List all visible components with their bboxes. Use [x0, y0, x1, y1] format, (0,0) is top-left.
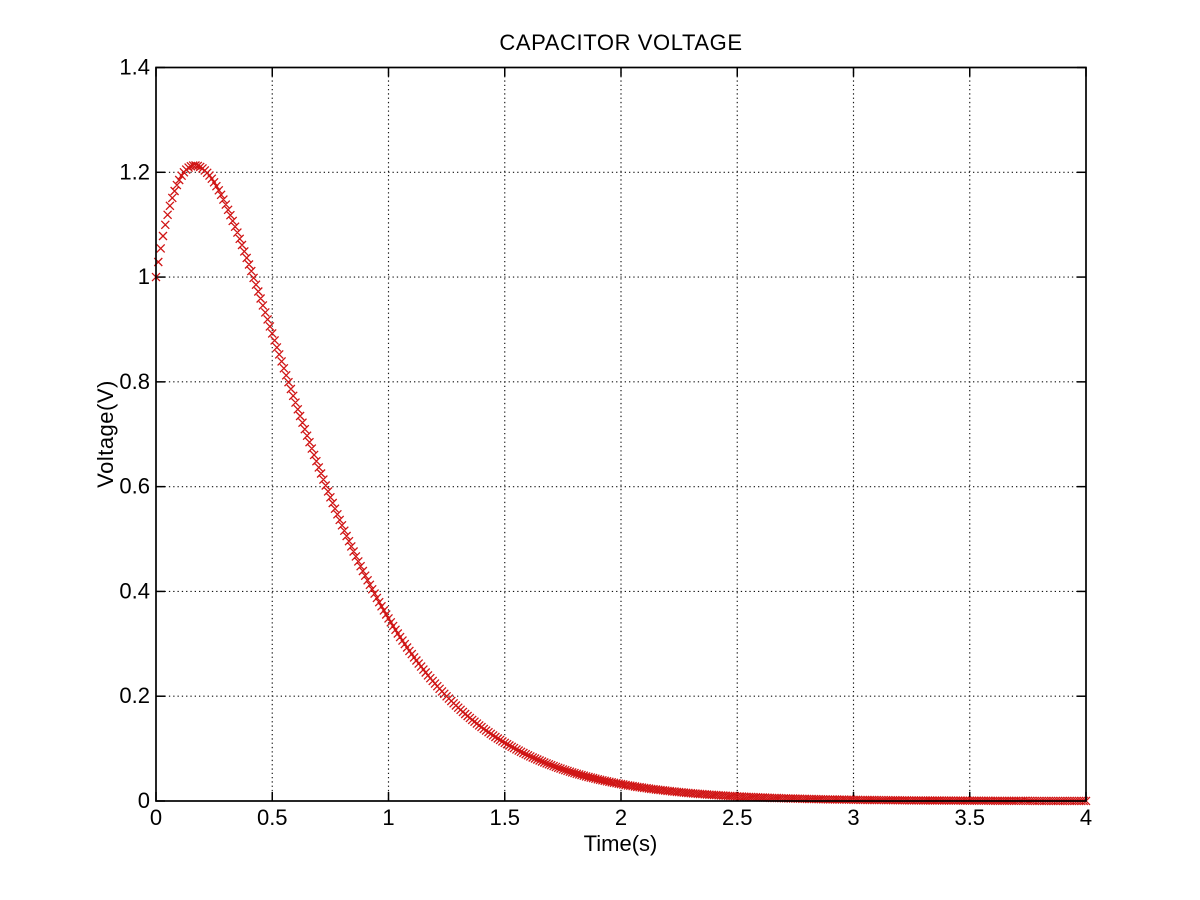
svg-text:0.6: 0.6	[119, 474, 150, 499]
svg-text:1.5: 1.5	[489, 805, 520, 830]
svg-text:Voltage(V): Voltage(V)	[93, 380, 118, 488]
svg-text:1: 1	[382, 805, 394, 830]
svg-text:CAPACITOR VOLTAGE: CAPACITOR VOLTAGE	[499, 30, 742, 55]
svg-text:1.2: 1.2	[119, 159, 150, 184]
svg-text:3: 3	[847, 805, 859, 830]
svg-text:3.5: 3.5	[954, 805, 985, 830]
svg-text:0: 0	[138, 788, 150, 813]
svg-text:1.4: 1.4	[119, 55, 150, 80]
svg-text:0.4: 0.4	[119, 578, 150, 603]
svg-text:2.5: 2.5	[722, 805, 753, 830]
svg-text:0.8: 0.8	[119, 369, 150, 394]
svg-text:2: 2	[615, 805, 627, 830]
svg-text:4: 4	[1080, 805, 1092, 830]
svg-text:0: 0	[150, 805, 162, 830]
svg-text:0.5: 0.5	[257, 805, 288, 830]
svg-text:Time(s): Time(s)	[584, 831, 658, 856]
svg-text:0.2: 0.2	[119, 683, 150, 708]
svg-text:1: 1	[138, 264, 150, 289]
